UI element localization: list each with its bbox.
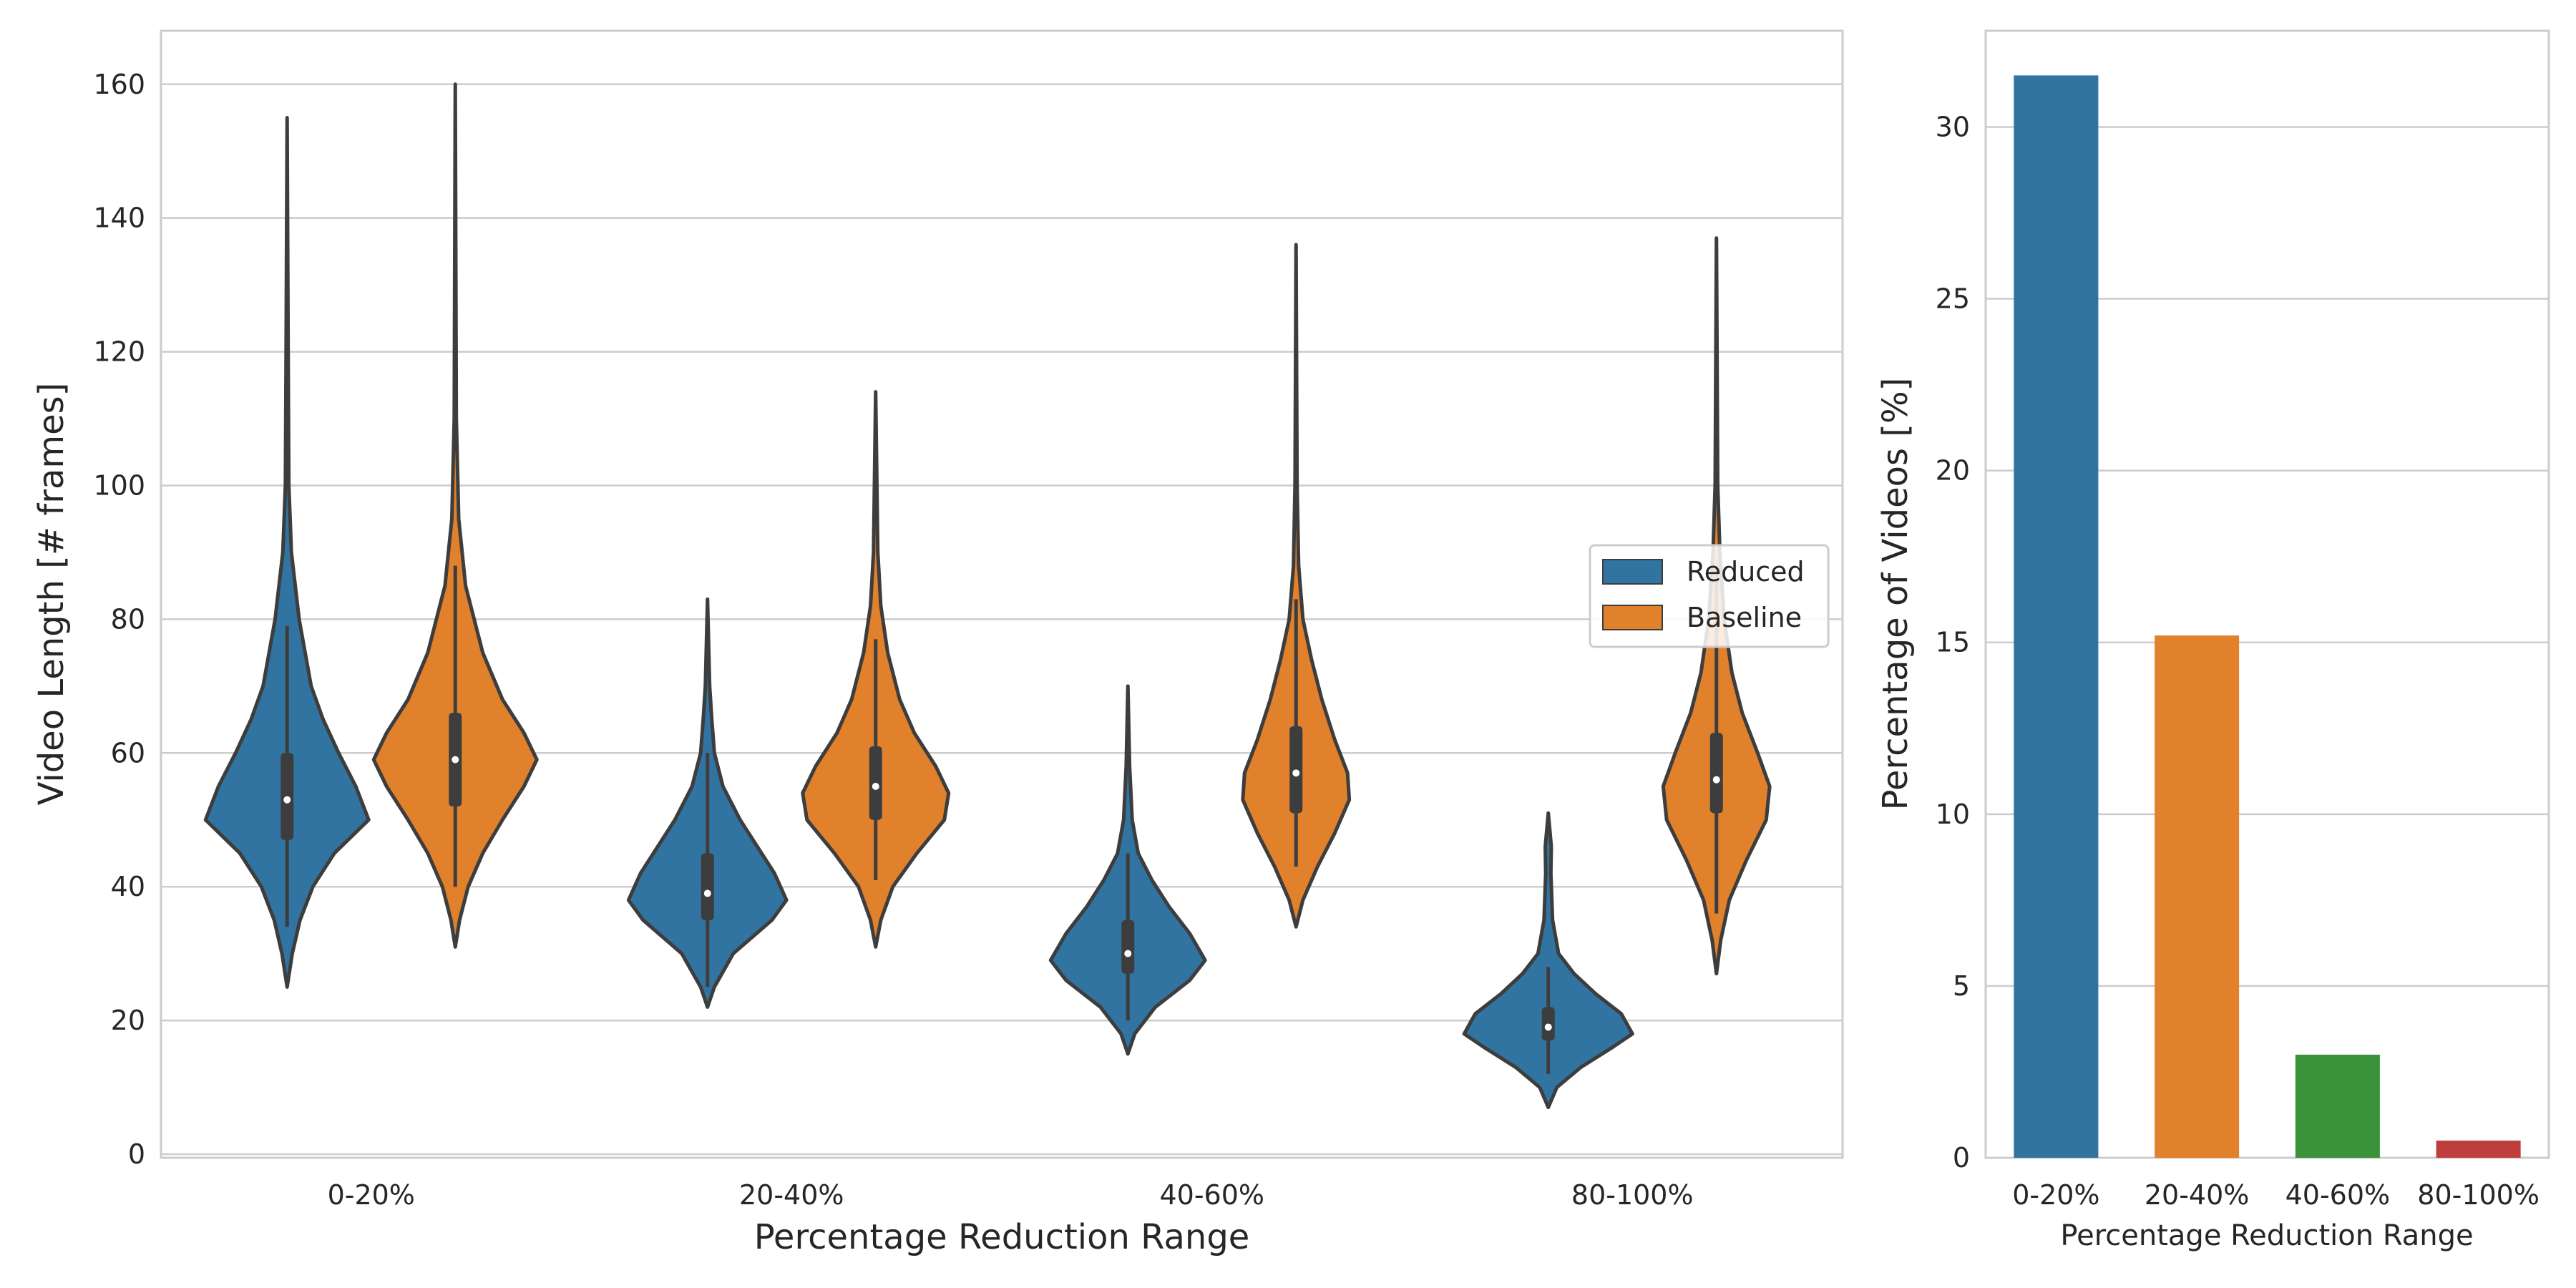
violin-median-reduced-20-40 — [703, 889, 711, 897]
violin-y-tick-120: 120 — [93, 336, 145, 368]
legend-swatch-reduced — [1602, 559, 1663, 585]
violin-chart-panel: 0 20 40 60 80 100 120 140 160 0-20% 20-40% 40-60% 8… — [31, 29, 1844, 1257]
violin-median-reduced-0-20 — [283, 796, 291, 804]
bar-20-40 — [2155, 635, 2240, 1158]
violin-x-tick-labels: 0-20% 20-40% 40-60% 80-100% — [328, 1179, 1694, 1211]
bar-x-tick-80-100: 80-100% — [2417, 1179, 2540, 1211]
violin-median-baseline-20-40 — [872, 783, 879, 791]
bar-x-tick-labels: 0-20% 20-40% 40-60% 80-100% — [2012, 1179, 2540, 1211]
bar-x-tick-20-40: 20-40% — [2145, 1179, 2250, 1211]
legend-label-reduced: Reduced — [1687, 556, 1805, 587]
violin-iqr-box-reduced-20-40 — [701, 853, 714, 920]
violins — [203, 82, 1772, 1110]
legend: Reduced Baseline — [1589, 544, 1830, 648]
bar-0-20 — [2014, 75, 2099, 1158]
violin-x-tick-20-40: 20-40% — [739, 1179, 844, 1211]
bars — [2014, 75, 2521, 1158]
violin-y-tick-140: 140 — [93, 203, 145, 234]
violin-y-axis-title: Video Length [# frames] — [31, 383, 72, 806]
violin-baseline-0-20 — [371, 82, 539, 949]
violin-x-tick-0-20: 0-20% — [328, 1179, 415, 1211]
violin-y-tick-0: 0 — [128, 1138, 145, 1170]
violin-y-tick-labels: 0 20 40 60 80 100 120 140 160 — [93, 69, 145, 1170]
bar-80-100 — [2436, 1140, 2521, 1158]
bar-y-tick-15: 15 — [1936, 627, 1970, 658]
bar-chart-panel: 0 5 10 15 20 25 30 0-20% 20-40% 40-60% 80-100% Pe… — [1875, 29, 2550, 1252]
violin-y-tick-160: 160 — [93, 69, 145, 100]
violin-median-reduced-40-60 — [1124, 950, 1132, 957]
violin-x-tick-80-100: 80-100% — [1571, 1179, 1694, 1211]
violin-iqr-box-reduced-40-60 — [1121, 919, 1135, 974]
bar-y-tick-labels: 0 5 10 15 20 25 30 — [1936, 111, 1970, 1174]
violin-iqr-box-baseline-80-100 — [1709, 733, 1723, 814]
violin-y-tick-100: 100 — [93, 469, 145, 501]
violin-median-baseline-40-60 — [1292, 769, 1300, 777]
violin-y-tick-40: 40 — [111, 871, 145, 902]
violin-median-baseline-0-20 — [452, 756, 459, 763]
violin-gridlines — [161, 83, 1843, 1156]
violin-median-reduced-80-100 — [1544, 1023, 1552, 1031]
violin-y-tick-60: 60 — [111, 737, 145, 769]
legend-swatch-baseline — [1602, 605, 1663, 630]
violin-reduced-0-20 — [203, 115, 371, 989]
bar-y-tick-5: 5 — [1953, 970, 1970, 1002]
violin-y-tick-20: 20 — [111, 1005, 145, 1036]
bar-y-tick-30: 30 — [1936, 111, 1970, 142]
bar-x-tick-40-60: 40-60% — [2285, 1179, 2391, 1211]
bar-40-60 — [2295, 1054, 2380, 1158]
violin-reduced-80-100 — [1462, 811, 1634, 1110]
violin-x-axis-title: Percentage Reduction Range — [754, 1217, 1250, 1257]
violin-x-tick-40-60: 40-60% — [1159, 1179, 1264, 1211]
bar-y-tick-20: 20 — [1936, 455, 1970, 487]
violin-median-baseline-80-100 — [1712, 776, 1720, 784]
bar-y-axis-title: Percentage of Videos [%] — [1875, 378, 1916, 811]
violin-baseline-40-60 — [1241, 243, 1352, 929]
bar-y-tick-25: 25 — [1936, 283, 1970, 315]
bar-y-tick-0: 0 — [1953, 1142, 1970, 1174]
violin-y-tick-80: 80 — [111, 603, 145, 635]
bar-x-tick-0-20: 0-20% — [2012, 1179, 2099, 1211]
bar-y-tick-10: 10 — [1936, 799, 1970, 830]
legend-label-baseline: Baseline — [1687, 602, 1802, 633]
bar-x-axis-title: Percentage Reduction Range — [2060, 1219, 2473, 1252]
